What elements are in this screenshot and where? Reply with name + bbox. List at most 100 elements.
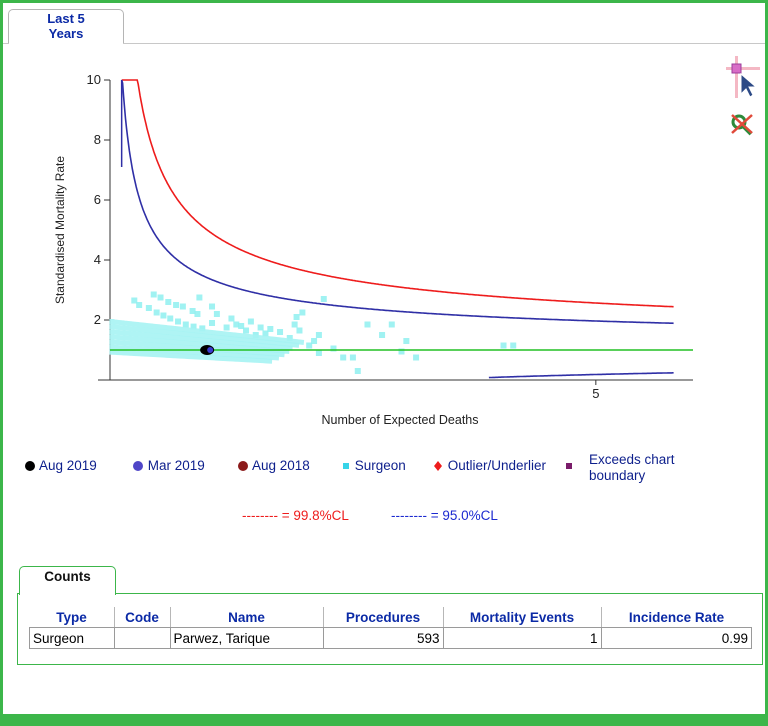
tab-label-line2: Years: [48, 26, 84, 41]
legend-marker-exceeds-boundary: [566, 463, 572, 470]
surgeon-point: [413, 354, 420, 361]
surgeon-point: [354, 368, 361, 374]
surgeon-point: [150, 291, 157, 298]
surgeon-point: [199, 325, 206, 332]
y-tick-label: 2: [94, 312, 101, 327]
col-incidence-rate[interactable]: Incidence Rate: [601, 607, 752, 628]
legend-item-aug-2018: Aug 2018: [237, 458, 310, 473]
legend-item-mar-2019: Mar 2019: [132, 458, 205, 473]
surgeon-point-band: [109, 334, 290, 355]
surgeon-point: [173, 302, 180, 308]
tab-last-5-years[interactable]: Last 5 Years: [8, 9, 124, 43]
cell-mortality-events: 1: [442, 627, 602, 649]
legend-label-exceeds-boundary: Exceeds chart boundary: [589, 452, 675, 484]
surgeon-point: [296, 327, 303, 334]
surgeon-point: [247, 318, 254, 325]
x-axis-label: Number of Expected Deaths: [321, 413, 478, 427]
surgeon-point: [209, 303, 216, 310]
legend-label-outlier: Outlier/Underlier: [447, 458, 547, 473]
surgeon-point: [500, 342, 507, 349]
col-code[interactable]: Code: [114, 607, 171, 628]
surgeon-point: [189, 308, 196, 314]
surgeon-point: [291, 321, 298, 328]
col-mortality-events[interactable]: Mortality Events: [443, 607, 602, 628]
surgeon-point: [398, 348, 405, 355]
surgeon-point: [165, 299, 172, 305]
legend-label-aug-2018: Aug 2018: [252, 458, 310, 473]
aug-2019-point-overlay: [207, 347, 214, 353]
surgeon-point: [157, 294, 164, 301]
counts-panel: [17, 593, 763, 665]
surgeon-point: [364, 321, 371, 328]
plot-area: 10 8 6 4 2 5: [87, 72, 693, 401]
y-tick-label: 4: [94, 252, 101, 267]
zoom-cursor-icon[interactable]: [726, 56, 760, 98]
surgeon-point: [160, 312, 167, 319]
cell-incidence-rate: 0.99: [600, 627, 752, 649]
surgeon-point-band: [109, 329, 295, 351]
period-tab-strip: [3, 3, 765, 44]
tab-label-line1: Last 5: [47, 11, 85, 26]
bottom-border: [0, 714, 768, 726]
legend-cl-998: -------- = 99.8%CL: [242, 508, 349, 523]
surgeon-point-band: [109, 349, 275, 364]
surgeon-point: [131, 297, 138, 304]
surgeon-point-band: [109, 344, 280, 361]
cl-998-text: -------- = 99.8%CL: [242, 508, 349, 523]
surgeon-point: [277, 329, 284, 335]
surgeon-point: [315, 350, 322, 356]
tab-counts[interactable]: Counts: [19, 566, 116, 595]
cl-950-text: -------- = 95.0%CL: [391, 508, 498, 523]
surgeon-point: [145, 305, 152, 311]
surgeon-point: [153, 309, 160, 316]
surgeon-point: [403, 338, 410, 344]
x-tick-label: 5: [592, 386, 599, 401]
legend-label-exceeds-line1: Exceeds chart: [589, 452, 675, 467]
col-type[interactable]: Type: [29, 607, 115, 628]
surgeon-point: [330, 345, 337, 352]
legend-item-surgeon: Surgeon: [341, 458, 406, 473]
legend-item-aug-2019: Aug 2019: [24, 458, 97, 473]
tab-join: [9, 42, 123, 44]
surgeon-point: [233, 321, 240, 328]
surgeon-point: [175, 318, 182, 325]
surgeon-point-band: [109, 319, 305, 345]
surgeon-point-band: [109, 339, 285, 358]
surgeon-point: [311, 338, 318, 344]
reset-zoom-icon[interactable]: [729, 112, 755, 136]
surgeon-point: [194, 311, 201, 317]
counts-tab-join: [20, 592, 113, 595]
cell-code: [113, 627, 171, 649]
surgeon-point: [340, 354, 347, 361]
cell-procedures: 593: [322, 627, 444, 649]
lower-950-limit: [488, 372, 674, 379]
surgeon-point: [167, 315, 174, 322]
y-tick-label: 10: [87, 72, 101, 87]
counts-header-row: Type Code Name Procedures Mortality Even…: [29, 607, 752, 628]
col-name[interactable]: Name: [170, 607, 324, 628]
col-procedures[interactable]: Procedures: [323, 607, 444, 628]
surgeon-point: [213, 311, 220, 317]
legend-label-mar-2019: Mar 2019: [147, 458, 205, 473]
surgeon-point: [190, 323, 197, 330]
surgeon-point: [209, 320, 216, 326]
surgeon-point: [320, 296, 327, 302]
surgeon-point: [223, 324, 230, 331]
surgeon-point: [262, 330, 269, 337]
upper-950-limit: [120, 79, 674, 325]
legend-item-exceeds-boundary: [564, 458, 574, 473]
legend-label-surgeon: Surgeon: [354, 458, 406, 473]
cell-type: Surgeon: [29, 627, 115, 649]
legend-marker-aug-2018: [238, 461, 248, 472]
surgeon-point: [196, 294, 203, 301]
legend-marker-outlier: [434, 461, 442, 472]
legend-cl-950: -------- = 95.0%CL: [391, 508, 498, 523]
surgeon-point: [267, 326, 274, 332]
y-axis-label: Standardised Mortality Rate: [53, 156, 67, 304]
surgeon-point: [238, 323, 245, 329]
surgeon-point: [388, 321, 395, 328]
table-row[interactable]: Surgeon Parwez, Tarique 593 1 0.99: [29, 627, 752, 649]
surgeon-point: [182, 321, 189, 328]
surgeon-point-band: [109, 324, 300, 348]
